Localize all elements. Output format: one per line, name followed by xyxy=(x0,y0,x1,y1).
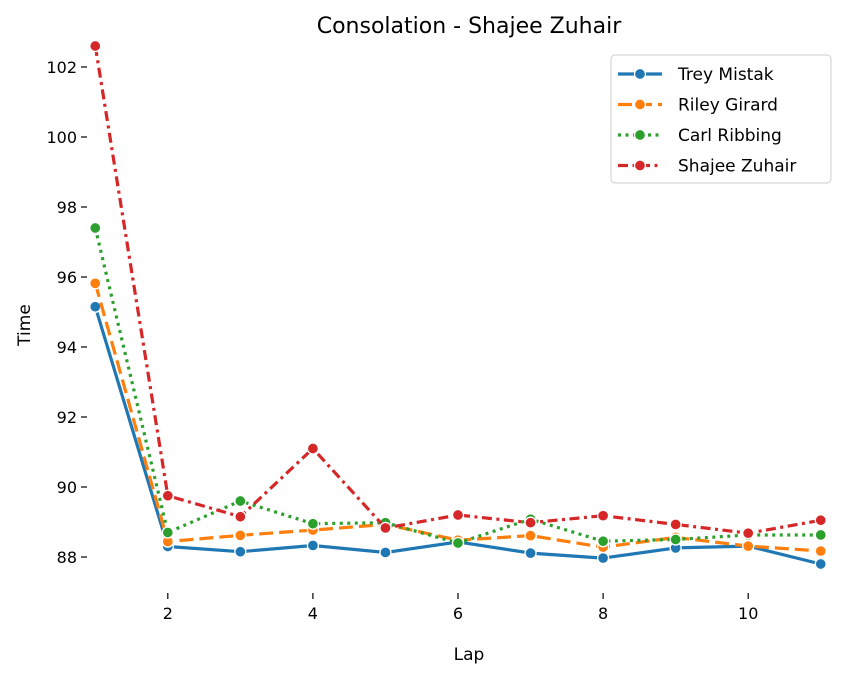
data-point-trey-mistak xyxy=(379,546,392,559)
data-point-trey-mistak xyxy=(306,539,320,552)
x-axis-label: Lap xyxy=(454,645,485,665)
y-tick-label: 98 xyxy=(57,198,77,217)
legend-marker-shajee-zuhair xyxy=(633,159,647,172)
data-point-riley-girard xyxy=(742,540,755,553)
x-tick-label: 2 xyxy=(163,604,173,623)
legend-label-trey-mistak: Trey Mistak xyxy=(677,65,774,85)
data-point-trey-mistak xyxy=(89,300,102,313)
y-tick-label: 100 xyxy=(46,128,77,147)
data-point-shajee-zuhair xyxy=(306,442,320,455)
data-point-shajee-zuhair xyxy=(234,510,247,523)
y-tick-label: 92 xyxy=(57,408,77,427)
legend-label-shajee-zuhair: Shajee Zuhair xyxy=(678,157,796,177)
data-point-trey-mistak xyxy=(814,557,827,571)
data-point-shajee-zuhair xyxy=(669,518,682,531)
legend-marker-riley-girard xyxy=(633,98,647,111)
data-point-carl-ribbing xyxy=(306,517,320,530)
data-point-shajee-zuhair xyxy=(161,489,174,502)
data-point-trey-mistak xyxy=(234,545,247,558)
data-point-shajee-zuhair xyxy=(451,508,465,522)
data-point-shajee-zuhair xyxy=(524,516,537,529)
data-point-carl-ribbing xyxy=(89,221,102,235)
series-line-carl-ribbing xyxy=(93,227,821,545)
y-tick-label: 88 xyxy=(57,548,77,567)
series-shajee-zuhair xyxy=(89,39,827,540)
series-carl-ribbing xyxy=(89,221,827,550)
data-point-trey-mistak xyxy=(524,547,537,560)
legend-label-riley-girard: Riley Girard xyxy=(678,96,778,116)
data-point-riley-girard xyxy=(814,544,827,558)
data-point-shajee-zuhair xyxy=(89,39,102,53)
data-point-shajee-zuhair xyxy=(814,514,827,527)
legend-marker-trey-mistak xyxy=(633,67,647,81)
legend-marker-carl-ribbing xyxy=(633,128,647,142)
data-point-riley-girard xyxy=(234,529,247,542)
plot-area xyxy=(89,39,827,571)
data-point-shajee-zuhair xyxy=(596,509,610,522)
legend-label-carl-ribbing: Carl Ribbing xyxy=(678,126,782,146)
data-point-riley-girard xyxy=(524,529,537,542)
y-axis-label: Time xyxy=(15,304,35,347)
y-tick-label: 102 xyxy=(46,58,77,77)
data-point-riley-girard xyxy=(89,277,102,290)
data-point-trey-mistak xyxy=(596,551,610,565)
legend: Trey Mistak Riley Girard Carl Ribbing Shaje… xyxy=(610,54,832,184)
x-tick-label: 10 xyxy=(738,604,758,623)
y-tick-label: 90 xyxy=(57,478,77,497)
legend-box xyxy=(610,54,832,184)
data-point-carl-ribbing xyxy=(596,535,610,548)
y-tick-label: 94 xyxy=(57,338,77,357)
data-point-carl-ribbing xyxy=(161,526,174,539)
chart-title: Consolation - Shajee Zuhair xyxy=(317,14,622,39)
y-tick-label: 96 xyxy=(57,268,77,287)
data-point-carl-ribbing xyxy=(814,528,827,542)
data-point-carl-ribbing xyxy=(669,533,682,546)
data-point-shajee-zuhair xyxy=(742,527,755,540)
y-axis: 88 90 92 94 96 98 100 102 xyxy=(46,58,87,567)
data-point-carl-ribbing xyxy=(451,536,465,550)
data-point-carl-ribbing xyxy=(234,494,247,508)
series-line-trey-mistak xyxy=(93,306,822,566)
x-axis: 2 4 6 8 10 xyxy=(163,593,758,623)
data-point-shajee-zuhair xyxy=(379,521,392,535)
x-tick-label: 6 xyxy=(453,604,463,623)
x-tick-label: 4 xyxy=(308,604,318,623)
x-tick-label: 8 xyxy=(598,604,608,623)
